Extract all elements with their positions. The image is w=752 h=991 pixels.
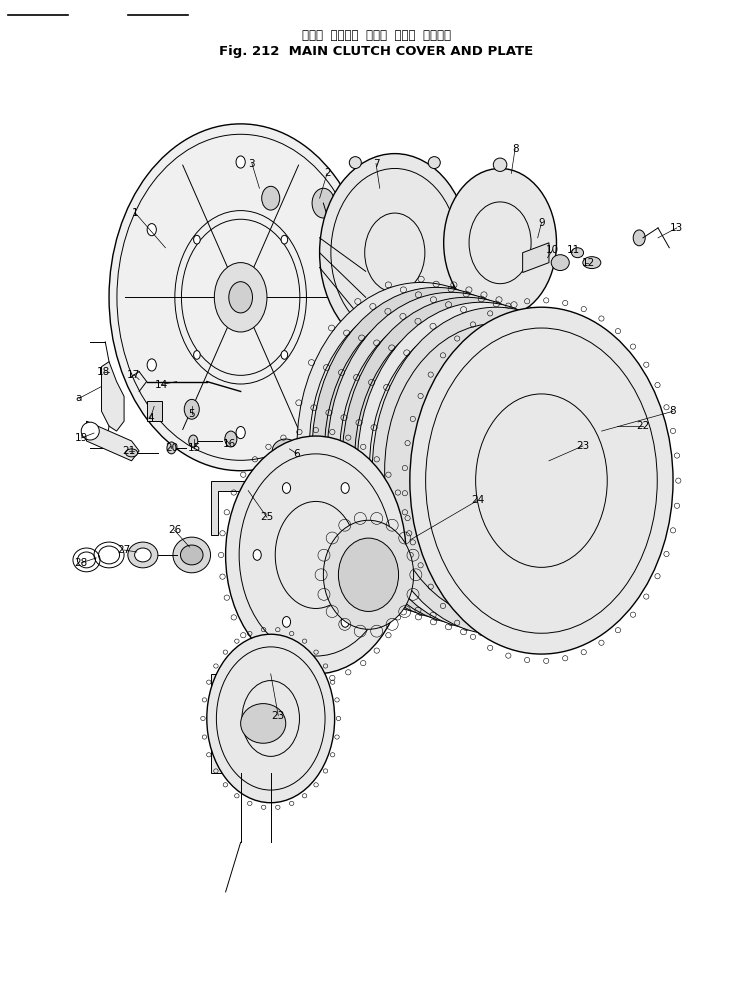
Text: 23: 23: [271, 711, 285, 720]
Ellipse shape: [320, 154, 470, 352]
Text: 7: 7: [373, 159, 379, 168]
Text: 13: 13: [670, 223, 684, 233]
Text: 6: 6: [294, 449, 300, 459]
Ellipse shape: [349, 157, 362, 168]
Text: 28: 28: [74, 558, 88, 568]
Text: 17: 17: [127, 370, 141, 380]
Ellipse shape: [193, 235, 200, 244]
Text: 19: 19: [74, 433, 88, 443]
Text: メイン  クラッチ  カバー  および  プレート: メイン クラッチ カバー および プレート: [302, 29, 450, 43]
Ellipse shape: [226, 436, 406, 674]
Ellipse shape: [429, 157, 441, 168]
Ellipse shape: [410, 307, 673, 654]
Text: 23: 23: [576, 441, 590, 451]
Ellipse shape: [229, 281, 253, 313]
Bar: [211, 674, 316, 773]
Ellipse shape: [341, 483, 349, 494]
Ellipse shape: [325, 224, 334, 236]
Text: 25: 25: [260, 512, 274, 522]
Ellipse shape: [128, 542, 158, 568]
Ellipse shape: [342, 297, 590, 624]
Ellipse shape: [81, 422, 99, 440]
Text: 21: 21: [123, 446, 136, 456]
Text: 12: 12: [581, 258, 595, 268]
Ellipse shape: [173, 537, 211, 573]
Ellipse shape: [214, 263, 267, 332]
Ellipse shape: [312, 188, 335, 218]
Ellipse shape: [283, 483, 290, 494]
Ellipse shape: [551, 255, 569, 271]
Polygon shape: [211, 481, 263, 535]
Ellipse shape: [349, 337, 361, 349]
Text: 20: 20: [165, 443, 178, 453]
Ellipse shape: [193, 351, 200, 360]
Ellipse shape: [225, 431, 237, 447]
Ellipse shape: [444, 168, 556, 317]
Polygon shape: [147, 401, 162, 421]
Ellipse shape: [236, 426, 245, 439]
Ellipse shape: [184, 399, 199, 419]
Ellipse shape: [189, 435, 198, 447]
Polygon shape: [523, 243, 549, 273]
Ellipse shape: [327, 292, 575, 619]
Text: 16: 16: [223, 439, 236, 449]
Ellipse shape: [283, 616, 290, 627]
Text: 4: 4: [147, 413, 153, 423]
Ellipse shape: [341, 616, 349, 627]
Ellipse shape: [429, 337, 441, 349]
Text: 15: 15: [187, 443, 201, 453]
Ellipse shape: [372, 307, 620, 634]
Ellipse shape: [109, 124, 372, 471]
Ellipse shape: [253, 550, 261, 560]
Ellipse shape: [207, 634, 335, 803]
Text: 2: 2: [324, 168, 330, 178]
Ellipse shape: [272, 439, 299, 463]
Ellipse shape: [135, 548, 151, 562]
Ellipse shape: [323, 520, 414, 629]
Text: 8: 8: [512, 144, 518, 154]
Text: 22: 22: [636, 421, 650, 431]
Text: 18: 18: [97, 367, 111, 377]
Ellipse shape: [297, 282, 545, 609]
Ellipse shape: [241, 704, 286, 743]
Ellipse shape: [493, 158, 507, 171]
Ellipse shape: [236, 156, 245, 168]
Text: 5: 5: [189, 409, 195, 419]
Ellipse shape: [325, 359, 334, 371]
Ellipse shape: [357, 302, 605, 629]
Ellipse shape: [338, 538, 399, 611]
Ellipse shape: [180, 545, 203, 565]
Ellipse shape: [147, 224, 156, 236]
Text: a: a: [76, 393, 82, 403]
Text: Fig. 212  MAIN CLUTCH COVER AND PLATE: Fig. 212 MAIN CLUTCH COVER AND PLATE: [219, 45, 533, 58]
Ellipse shape: [167, 442, 176, 454]
Ellipse shape: [312, 287, 560, 614]
Polygon shape: [86, 421, 139, 461]
Ellipse shape: [281, 351, 288, 360]
Text: 1: 1: [132, 208, 138, 218]
Ellipse shape: [262, 186, 280, 210]
Polygon shape: [102, 362, 124, 431]
Ellipse shape: [572, 248, 584, 258]
Text: 8: 8: [670, 406, 676, 416]
Text: 11: 11: [566, 245, 580, 255]
Text: 14: 14: [155, 380, 168, 389]
Text: 9: 9: [538, 218, 544, 228]
Ellipse shape: [583, 257, 601, 269]
Text: 10: 10: [546, 245, 559, 255]
Ellipse shape: [126, 449, 138, 457]
Ellipse shape: [281, 235, 288, 244]
Ellipse shape: [633, 230, 645, 246]
Ellipse shape: [493, 314, 507, 327]
Text: 24: 24: [471, 496, 484, 505]
Text: 26: 26: [168, 525, 181, 535]
Text: 3: 3: [249, 159, 255, 168]
Ellipse shape: [371, 550, 378, 560]
Text: 27: 27: [117, 545, 131, 555]
Ellipse shape: [147, 359, 156, 371]
